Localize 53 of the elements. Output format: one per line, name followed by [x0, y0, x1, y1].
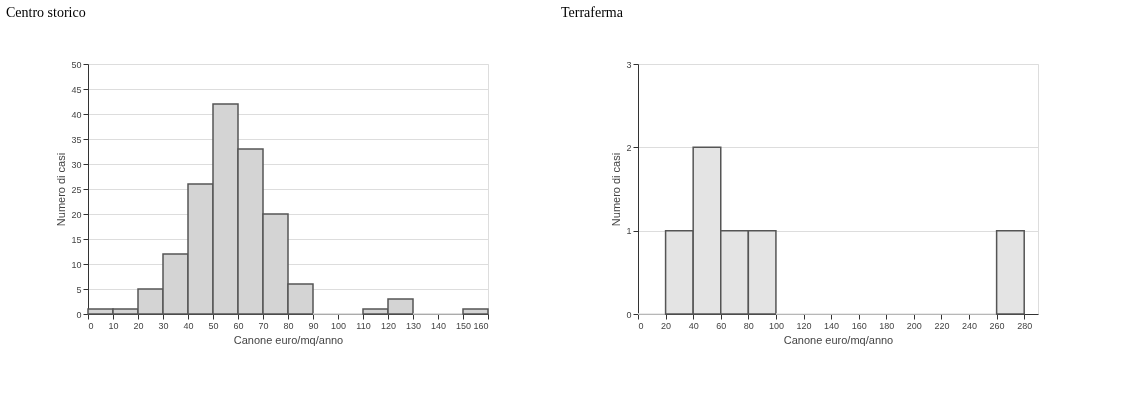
x-tick-label: 20 — [661, 320, 672, 331]
x-tick-label: 40 — [688, 320, 699, 331]
y-tick-label: 50 — [71, 59, 82, 70]
x-tick-label: 180 — [879, 320, 895, 331]
y-tick-label: 35 — [71, 134, 82, 145]
y-tick-label: 10 — [71, 259, 82, 270]
x-tick-label: 150 — [455, 320, 472, 331]
y-tick-label: 1 — [626, 226, 632, 237]
x-tick-label: 80 — [283, 320, 294, 331]
x-tick-label: 30 — [158, 320, 169, 331]
y-tick-label: 0 — [626, 309, 632, 320]
x-tick-label: 140 — [430, 320, 447, 331]
y-axis-title: Numero di casi — [610, 152, 623, 227]
x-tick-label: 20 — [133, 320, 144, 331]
x-tick-label: 60 — [716, 320, 727, 331]
x-tick-label: 90 — [308, 320, 319, 331]
y-axis-title: Numero di casi — [55, 152, 68, 227]
x-tick-label: 0 — [638, 320, 644, 331]
x-tick-label: 240 — [962, 320, 978, 331]
x-tick-label: 120 — [796, 320, 812, 331]
y-tick-label: 5 — [76, 284, 82, 295]
x-axis-title: Canone euro/mq/anno — [783, 333, 894, 346]
x-tick-label: 10 — [108, 320, 119, 331]
y-tick-label: 2 — [626, 142, 632, 153]
x-tick-label: 120 — [380, 320, 397, 331]
chart-title: Centro storico — [5, 5, 86, 20]
x-tick-label: 100 — [768, 320, 784, 331]
x-tick-label: 140 — [824, 320, 840, 331]
chart-title: Terraferma — [560, 5, 624, 20]
y-tick-label: 45 — [71, 84, 82, 95]
x-tick-label: 260 — [989, 320, 1005, 331]
y-tick-label: 0 — [76, 309, 82, 320]
x-tick-label: 110 — [356, 320, 371, 331]
y-tick-label: 30 — [71, 159, 82, 170]
x-axis-title: Canone euro/mq/anno — [233, 333, 344, 346]
y-tick-label: 40 — [71, 109, 82, 120]
x-tick-label: 60 — [233, 320, 244, 331]
x-tick-label: 130 — [405, 320, 422, 331]
x-tick-label: 40 — [183, 320, 194, 331]
x-tick-label: 160 — [473, 320, 489, 331]
x-tick-label: 70 — [258, 320, 269, 331]
x-tick-label: 0 — [88, 320, 94, 331]
y-tick-label: 25 — [71, 184, 82, 195]
y-tick-label: 3 — [626, 59, 632, 70]
x-tick-label: 100 — [330, 320, 347, 331]
x-tick-label: 50 — [208, 320, 219, 331]
x-tick-label: 80 — [743, 320, 754, 331]
x-tick-label: 160 — [851, 320, 867, 331]
x-tick-label: 280 — [1017, 320, 1033, 331]
y-tick-label: 20 — [71, 209, 82, 220]
x-tick-label: 200 — [906, 320, 922, 331]
y-tick-label: 15 — [71, 234, 82, 245]
x-tick-label: 220 — [934, 320, 950, 331]
